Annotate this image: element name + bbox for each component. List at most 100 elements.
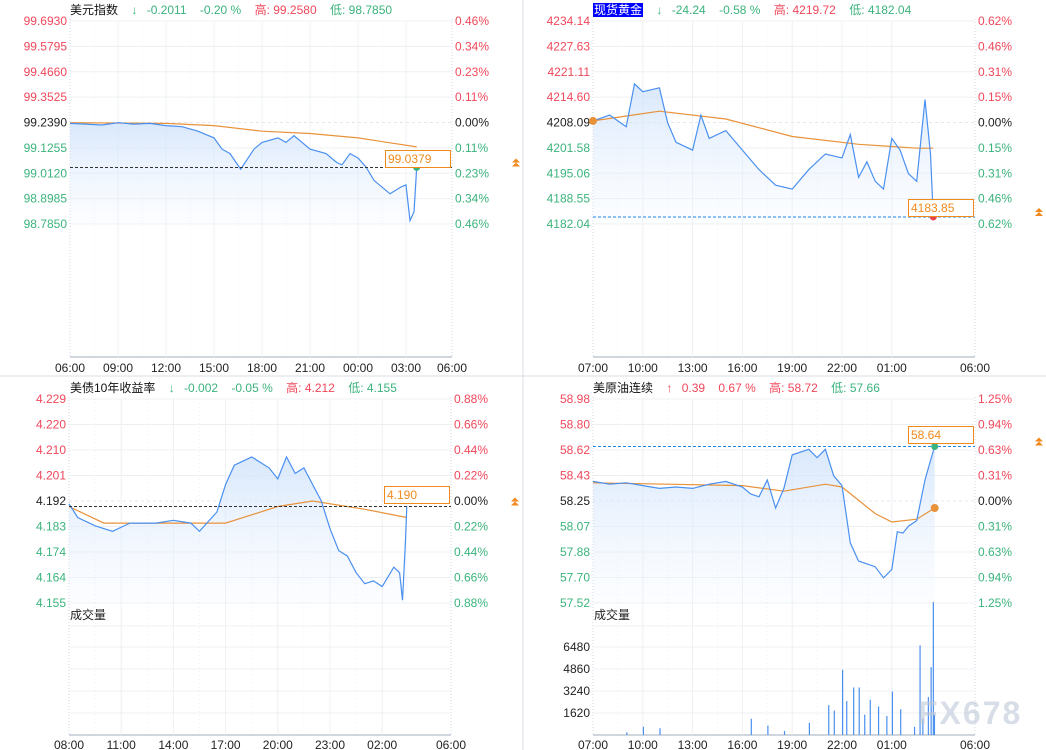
price-area: [69, 456, 407, 603]
y-tick-label: 58.98: [560, 392, 590, 406]
panel-header-us-crude: 美原油连续 ↑ 0.39 0.67 % 高: 58.72 低: 57.66: [593, 380, 890, 396]
instrument-title[interactable]: 美债10年收益率: [70, 381, 156, 395]
percent-tick-label: 0.63%: [978, 545, 1012, 559]
y-tick-label: 58.07: [560, 520, 590, 534]
x-tick-label: 16:00: [727, 361, 757, 375]
percent-tick-label: 0.31%: [978, 469, 1012, 483]
price-area: [593, 446, 935, 603]
percent-tick-label: 0.00%: [978, 116, 1012, 130]
change-percent: -0.20 %: [199, 3, 242, 17]
percent-tick-label: 0.94%: [978, 418, 1012, 432]
x-tick-label: 06:00: [55, 361, 85, 375]
percent-tick-label: 0.00%: [454, 494, 488, 508]
x-tick-label: 17:00: [211, 738, 241, 750]
x-tick-label: 07:00: [578, 361, 608, 375]
panel-header-us10y-yield: 美债10年收益率 ↓ -0.002 -0.05 % 高: 4.212 低: 4.…: [70, 380, 407, 396]
percent-tick-label: 0.11%: [455, 141, 488, 155]
percent-tick-label: 0.31%: [978, 166, 1012, 180]
x-tick-label: 07:00: [578, 738, 608, 750]
x-tick-label: 13:00: [678, 361, 708, 375]
volume-bar: [659, 728, 661, 735]
percent-tick-label: 0.46%: [978, 39, 1012, 53]
y-tick-label: 4227.63: [547, 39, 591, 53]
volume-bar: [886, 715, 888, 735]
volume-tick-label: 3240: [563, 684, 590, 698]
fx678-watermark-logo: FX678: [918, 695, 1023, 731]
volume-tick-label: 6480: [563, 640, 590, 654]
y-tick-label: 4.229: [36, 392, 66, 406]
percent-tick-label: 0.00%: [455, 116, 489, 130]
percent-tick-label: 0.23%: [455, 65, 489, 79]
y-tick-label: 4.174: [36, 545, 66, 559]
low-label: 低:: [831, 381, 847, 395]
x-tick-label: 01:00: [877, 738, 907, 750]
percent-tick-label: 0.66%: [454, 571, 488, 585]
down-arrow-icon: ↓: [656, 3, 663, 17]
volume-bar: [864, 714, 866, 735]
percent-tick-label: 0.44%: [454, 443, 488, 457]
low-value: 57.66: [849, 381, 880, 395]
y-tick-label: 58.25: [560, 494, 590, 508]
chart-panel-2: 4.229 0.88% 4.220 0.66% 4.210 0.44% 4.201 0.22%…: [36, 392, 519, 750]
last-price-box: 4183.85: [908, 199, 974, 217]
change-value: -0.2011: [146, 3, 187, 17]
expand-arrow-icon[interactable]: [1035, 437, 1043, 446]
change-value: 0.39: [681, 381, 706, 395]
percent-tick-label: 0.44%: [454, 545, 488, 559]
y-tick-label: 4188.55: [547, 192, 591, 206]
percent-tick-label: 0.88%: [454, 392, 488, 406]
y-tick-label: 4214.60: [547, 90, 591, 104]
x-tick-label: 08:00: [54, 738, 84, 750]
y-tick-label: 4.164: [36, 571, 66, 585]
y-tick-label: 4.183: [36, 520, 66, 534]
percent-tick-label: 0.22%: [454, 520, 488, 534]
volume-bar: [642, 726, 644, 735]
percent-tick-label: 0.46%: [978, 192, 1012, 206]
percent-tick-label: 0.00%: [978, 494, 1012, 508]
price-line: [69, 122, 418, 223]
y-tick-label: 99.6930: [24, 14, 68, 28]
last-price-box: 99.0379: [385, 150, 451, 168]
y-tick-label: 58.62: [560, 443, 590, 457]
price-line: [592, 446, 936, 579]
low-label: 低:: [329, 3, 346, 17]
price-line: [592, 82, 934, 217]
percent-tick-label: 0.62%: [978, 14, 1012, 28]
x-tick-label: 22:00: [827, 361, 857, 375]
instrument-title[interactable]: 现货黄金: [593, 3, 644, 17]
volume-bar: [853, 687, 855, 735]
high-value: 4219.72: [792, 3, 836, 17]
x-tick-label: 01:00: [877, 361, 907, 375]
percent-tick-label: 0.94%: [978, 571, 1012, 585]
high-value: 58.72: [787, 381, 818, 395]
x-tick-label: 02:00: [367, 738, 397, 750]
volume-tick-label: 1620: [563, 706, 590, 720]
y-tick-label: 4208.09: [547, 116, 591, 130]
y-tick-label: 4.192: [36, 494, 66, 508]
expand-arrow-icon[interactable]: [511, 497, 519, 506]
chart-panel-3: 58.98 1.25% 58.80 0.94% 58.62 0.63% 58.43 0.31%…: [560, 392, 1043, 750]
chart-panel-0: 99.6930 0.46% 99.5795 0.34% 99.4660 0.23% 99.3…: [24, 14, 520, 375]
chart-panel-1: 4234.14 0.62% 4227.63 0.46% 4221.11 0.31% 4214…: [547, 14, 1043, 375]
volume-bar: [808, 722, 810, 735]
instrument-title[interactable]: 美原油连续: [593, 381, 654, 395]
x-tick-label: 23:00: [315, 738, 345, 750]
y-tick-label: 4.210: [36, 443, 66, 457]
y-tick-label: 4.220: [36, 418, 66, 432]
x-tick-label: 20:00: [263, 738, 293, 750]
y-tick-label: 4.201: [36, 469, 66, 483]
instrument-title[interactable]: 美元指数: [70, 3, 119, 17]
down-arrow-icon: ↓: [168, 381, 175, 395]
y-tick-label: 98.8985: [24, 192, 68, 206]
volume-bar: [750, 718, 752, 735]
high-value: 4.212: [304, 381, 335, 395]
percent-tick-label: 0.23%: [455, 166, 489, 180]
y-tick-label: 98.7850: [24, 217, 68, 231]
high-label: 高:: [286, 381, 302, 395]
expand-arrow-icon[interactable]: [1035, 207, 1043, 216]
down-arrow-icon: ↓: [131, 3, 138, 17]
percent-tick-label: 0.22%: [454, 469, 488, 483]
volume-bar: [846, 701, 848, 735]
volume-bar: [933, 714, 936, 735]
expand-arrow-icon[interactable]: [512, 158, 520, 167]
